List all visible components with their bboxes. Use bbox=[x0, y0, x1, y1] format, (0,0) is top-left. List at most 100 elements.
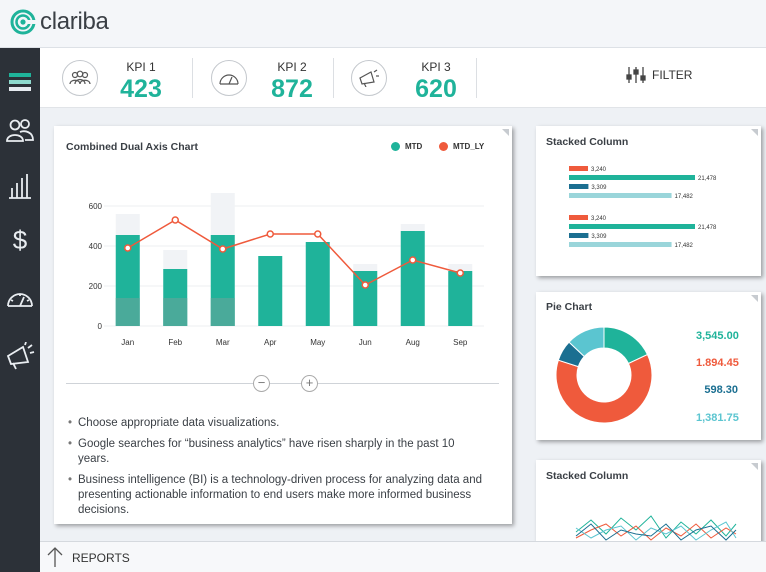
legend-item-mtd-ly[interactable]: MTD_LY bbox=[439, 142, 484, 151]
card-title: Stacked Column bbox=[546, 136, 629, 148]
stacked-column-card: Stacked Column 3,240 21,478 3,309 17,482 3,2… bbox=[536, 126, 761, 276]
pie-chart-card: Pie Chart 3,545.00 1.894.45 598.30 1,381… bbox=[536, 292, 761, 440]
mtd-ly-point bbox=[266, 230, 274, 238]
x-tick-label: May bbox=[310, 338, 325, 347]
reports-button[interactable]: REPORTS bbox=[72, 551, 130, 565]
gauge-icon bbox=[7, 293, 33, 307]
kpi-divider bbox=[333, 58, 334, 98]
kpi-bar: KPI 1 423 KPI 2 872 KPI 3 620 FILTER bbox=[40, 48, 766, 108]
x-tick-label: Aug bbox=[406, 338, 420, 347]
mtd-bar bbox=[448, 271, 473, 326]
megaphone-icon bbox=[6, 342, 35, 370]
pie-value-2: 1.894.45 bbox=[696, 357, 739, 369]
pie-slice bbox=[555, 353, 653, 424]
note-item: Business intelligence (BI) is a technolo… bbox=[68, 473, 488, 518]
mtd-ly-point bbox=[456, 269, 464, 277]
bar-value-label: 3,309 bbox=[591, 234, 607, 240]
bar-chart-icon bbox=[9, 174, 31, 199]
card-expand-corner[interactable] bbox=[751, 295, 758, 302]
pie-value-4: 1,381.75 bbox=[696, 412, 739, 424]
sidebar-item-charts[interactable] bbox=[0, 166, 40, 206]
bar-value-label: 17,482 bbox=[675, 243, 694, 249]
x-tick-label: Jun bbox=[359, 338, 372, 347]
bar bbox=[569, 184, 589, 189]
bar bbox=[569, 224, 695, 229]
kpi-2-label: KPI 2 bbox=[277, 60, 307, 74]
y-tick-label: 600 bbox=[89, 202, 103, 211]
users-icon bbox=[69, 70, 91, 85]
bar-value-label: 3,240 bbox=[591, 167, 607, 173]
svg-text:$: $ bbox=[13, 225, 28, 255]
clariba-logo-icon bbox=[10, 9, 36, 35]
zoom-out-button[interactable]: − bbox=[253, 375, 270, 392]
arrow-up-icon[interactable] bbox=[46, 546, 64, 568]
bar bbox=[569, 166, 589, 171]
y-tick-label: 0 bbox=[98, 322, 103, 331]
filter-label: FILTER bbox=[652, 68, 693, 82]
card-expand-corner[interactable] bbox=[751, 463, 758, 470]
kpi-1-value: 423 bbox=[120, 75, 162, 103]
sidebar-item-users[interactable] bbox=[0, 110, 40, 150]
kpi-3-value: 620 bbox=[415, 75, 457, 103]
x-tick-label: Feb bbox=[168, 338, 182, 347]
stacked-column-chart: 3,240 21,478 3,309 17,482 3,240 21,478 3,309 17… bbox=[569, 166, 717, 249]
layers-icon bbox=[9, 73, 31, 91]
card-title: Pie Chart bbox=[546, 301, 593, 313]
lower-segment-bar bbox=[210, 298, 235, 326]
legend-item-mtd[interactable]: MTD bbox=[391, 142, 422, 151]
pie-value-1: 3,545.00 bbox=[696, 330, 739, 342]
users-icon bbox=[6, 119, 34, 142]
x-tick-label: Apr bbox=[264, 338, 277, 347]
combined-chart-card: Combined Dual Axis Chart MTD MTD_LY 0 200… bbox=[54, 126, 512, 524]
card-expand-corner[interactable] bbox=[751, 129, 758, 136]
bar bbox=[569, 175, 695, 180]
mtd-bar bbox=[305, 242, 330, 326]
kpi-3-icon-circle bbox=[351, 60, 387, 96]
kpi-3-label: KPI 3 bbox=[421, 60, 451, 74]
bar-value-label: 21,478 bbox=[698, 225, 717, 231]
combined-dual-axis-chart: 0 200 400 600 Jan Feb Mar Apr May Jun Aug Sep bbox=[89, 193, 484, 347]
filter-button[interactable]: FILTER bbox=[626, 66, 692, 84]
sidebar-item-finance[interactable]: $ bbox=[0, 220, 40, 260]
sidebar: $ bbox=[0, 48, 40, 572]
lower-segment-bar bbox=[163, 298, 188, 326]
mtd-ly-point bbox=[361, 281, 369, 289]
kpi-2-value: 872 bbox=[271, 75, 313, 103]
bar bbox=[569, 233, 589, 238]
legend-label: MTD bbox=[405, 142, 423, 151]
pie-value-3: 598.30 bbox=[704, 384, 738, 396]
mtd-bar bbox=[353, 271, 378, 326]
y-tick-label: 400 bbox=[89, 242, 103, 251]
kpi-2-icon-circle bbox=[211, 60, 247, 96]
sidebar-item-campaigns[interactable] bbox=[0, 336, 40, 376]
sidebar-item-performance[interactable] bbox=[0, 278, 40, 318]
gauge-icon bbox=[219, 74, 239, 85]
mtd-ly-point bbox=[219, 245, 227, 253]
card-expand-corner[interactable] bbox=[502, 129, 509, 136]
bar-value-label: 3,240 bbox=[591, 216, 607, 222]
bar-value-label: 3,309 bbox=[591, 185, 607, 191]
zoom-in-button[interactable]: + bbox=[301, 375, 318, 392]
megaphone-icon bbox=[359, 69, 379, 87]
x-tick-label: Jan bbox=[121, 338, 134, 347]
clariba-logo[interactable]: clariba bbox=[10, 8, 109, 36]
sidebar-item-layers[interactable] bbox=[0, 62, 40, 102]
note-item: Google searches for “business analytics”… bbox=[68, 437, 488, 467]
legend-label: MTD_LY bbox=[453, 142, 485, 151]
bar-value-label: 21,478 bbox=[698, 176, 717, 182]
bar bbox=[569, 242, 672, 247]
legend-dot bbox=[391, 142, 400, 151]
mtd-ly-point bbox=[314, 230, 322, 238]
mtd-bar bbox=[258, 256, 283, 326]
stacked-column-card-2: Stacked Column bbox=[536, 460, 761, 545]
card-title: Combined Dual Axis Chart bbox=[66, 141, 199, 153]
kpi-divider bbox=[192, 58, 193, 98]
bottom-bar: REPORTS bbox=[40, 541, 766, 572]
bar bbox=[569, 215, 589, 220]
x-tick-label: Sep bbox=[453, 338, 468, 347]
pie-slice bbox=[568, 326, 605, 358]
insight-notes: Choose appropriate data visualizations. … bbox=[68, 416, 488, 524]
kpi-1-icon-circle bbox=[62, 60, 98, 96]
y-tick-label: 200 bbox=[89, 282, 103, 291]
mtd-ly-point bbox=[409, 256, 417, 264]
